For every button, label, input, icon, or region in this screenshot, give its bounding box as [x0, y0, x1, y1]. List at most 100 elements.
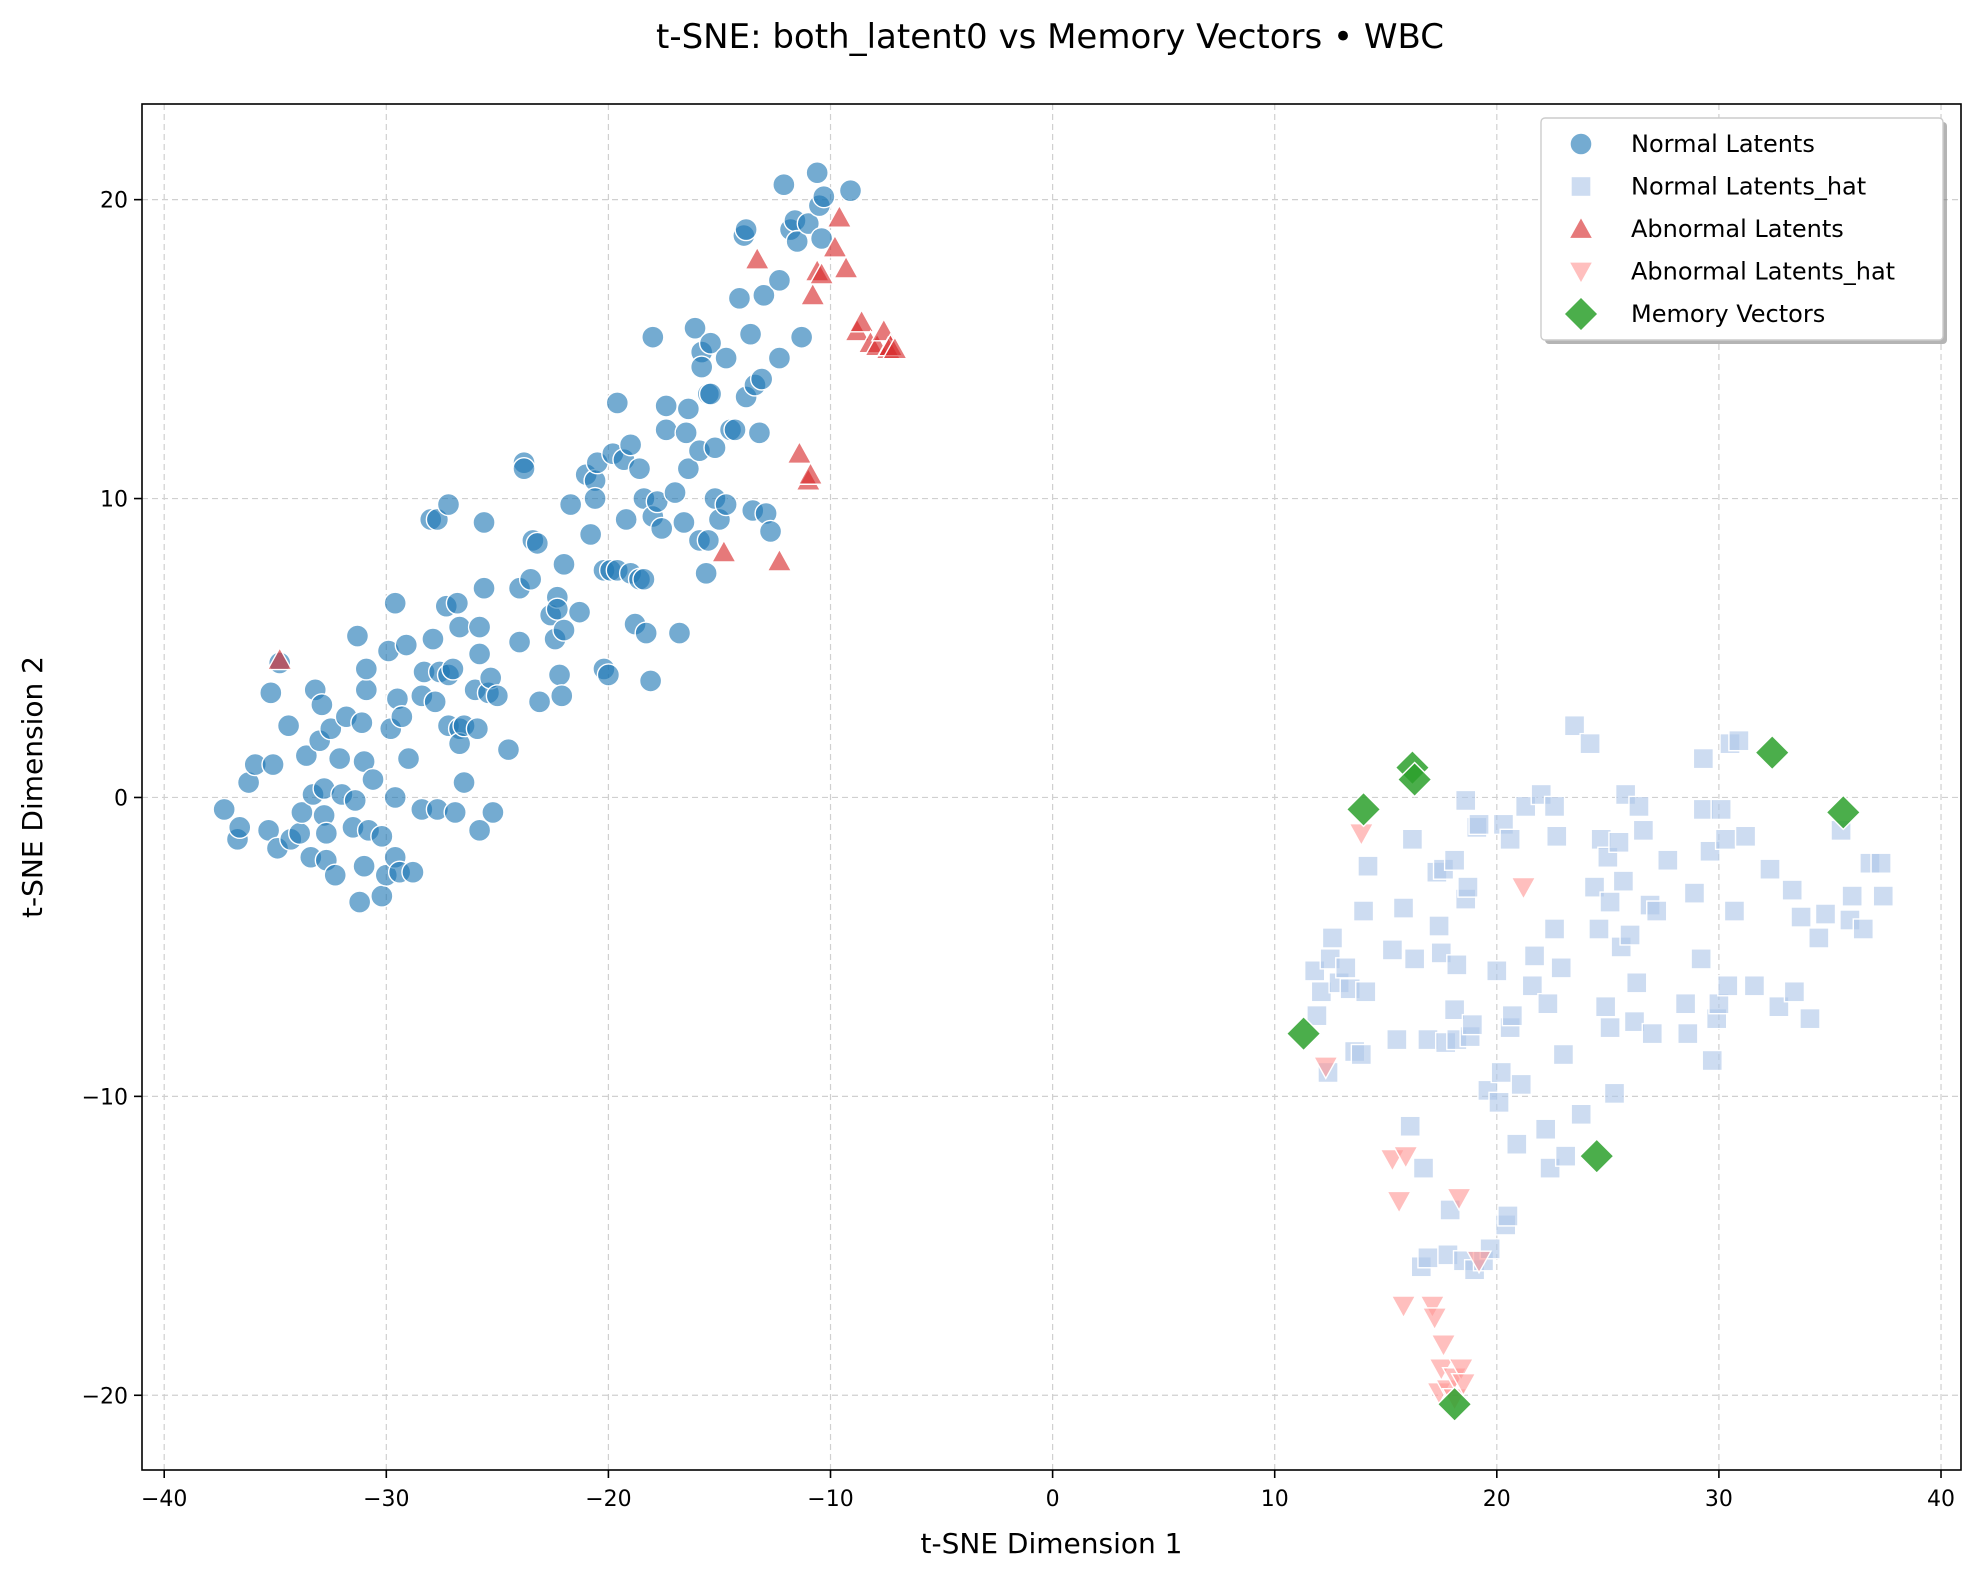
x-axis-label: t-SNE Dimension 1 [921, 1527, 1183, 1560]
data-point [472, 576, 496, 600]
data-points [212, 161, 1894, 1423]
data-point [394, 633, 418, 657]
data-point [583, 486, 607, 511]
data-point [228, 815, 252, 840]
data-point [1632, 819, 1655, 842]
data-point [294, 743, 319, 768]
data-point [1852, 918, 1874, 940]
data-point [674, 421, 698, 445]
data-point [1641, 1022, 1663, 1045]
data-point [1579, 732, 1601, 755]
data-point [1608, 831, 1630, 853]
data-point [370, 824, 394, 849]
data-point [1692, 747, 1715, 770]
data-point [694, 561, 718, 585]
data-point [676, 397, 701, 421]
data-point [1563, 715, 1586, 737]
x-tick-label: −20 [585, 1487, 631, 1512]
data-point [1825, 794, 1862, 831]
data-point [319, 717, 343, 741]
data-point [1306, 1004, 1328, 1027]
data-point [1465, 1250, 1493, 1275]
data-point [1381, 939, 1404, 961]
data-point [1450, 1373, 1477, 1397]
data-point [1386, 1028, 1408, 1051]
data-point [1754, 734, 1791, 771]
data-point [212, 797, 236, 822]
data-point [266, 646, 293, 671]
y-tick-label: 20 [100, 189, 128, 214]
data-point [596, 663, 621, 687]
data-point [714, 492, 738, 517]
data-point [1799, 1007, 1821, 1030]
data-point [1443, 998, 1466, 1021]
data-point [747, 421, 772, 445]
data-point [558, 492, 583, 517]
data-point [1352, 900, 1375, 922]
data-point [826, 204, 853, 228]
data-point [370, 884, 394, 908]
data-point [654, 418, 678, 442]
data-point [767, 346, 792, 370]
x-tick-label: −10 [807, 1487, 853, 1512]
data-point [1455, 789, 1477, 812]
series-1 [1303, 715, 1894, 1281]
data-point [710, 538, 738, 563]
data-point [1412, 1157, 1435, 1179]
data-point [467, 818, 492, 843]
data-point [1499, 828, 1521, 851]
legend-marker [1570, 175, 1592, 198]
data-point [738, 322, 763, 346]
data-point [1445, 1187, 1473, 1212]
data-point [1417, 1028, 1439, 1051]
data-point [485, 684, 510, 708]
data-point [703, 436, 727, 460]
data-point [1657, 849, 1679, 871]
data-point [614, 507, 638, 532]
data-point [1546, 825, 1568, 848]
data-point [447, 615, 472, 639]
data-point [1599, 1016, 1621, 1039]
data-point [441, 657, 465, 681]
data-point [1588, 918, 1610, 940]
x-tick-label: 20 [1483, 1487, 1511, 1512]
data-point [1523, 945, 1546, 967]
data-point [767, 268, 792, 293]
data-point [512, 456, 536, 481]
data-point [1728, 729, 1750, 752]
data-point [361, 767, 385, 792]
data-point [1436, 1386, 1473, 1423]
y-tick-label: −10 [82, 1085, 128, 1110]
data-point [727, 286, 752, 310]
data-point [527, 690, 552, 714]
data-point [799, 281, 826, 306]
data-point [1461, 1013, 1484, 1036]
legend-label: Memory Vectors [1631, 300, 1825, 328]
y-axis-label: t-SNE Dimension 2 [16, 656, 49, 918]
data-point [1808, 927, 1830, 949]
chart-title: t-SNE: both_latent0 vs Memory Vectors • … [656, 17, 1444, 57]
data-point [347, 890, 372, 914]
data-point [445, 591, 470, 615]
plot-area-frame [141, 103, 1962, 1471]
series-2 [266, 204, 909, 671]
data-point [259, 681, 283, 705]
data-point [1392, 1145, 1419, 1170]
data-point [749, 367, 774, 391]
data-point [1714, 828, 1737, 851]
data-point [467, 615, 492, 639]
data-point [1550, 957, 1572, 979]
data-point [354, 678, 379, 702]
data-point [1674, 993, 1697, 1015]
x-tick-label: 40 [1927, 1487, 1955, 1512]
data-point [638, 669, 663, 693]
data-point [1841, 885, 1863, 907]
data-point [632, 567, 656, 591]
data-point [667, 621, 692, 645]
data-point [1497, 1205, 1519, 1227]
x-tick-label: 10 [1261, 1487, 1289, 1512]
data-point [1446, 954, 1468, 976]
data-point [1594, 995, 1617, 1018]
data-point [1321, 927, 1344, 949]
data-point [1506, 1133, 1528, 1155]
